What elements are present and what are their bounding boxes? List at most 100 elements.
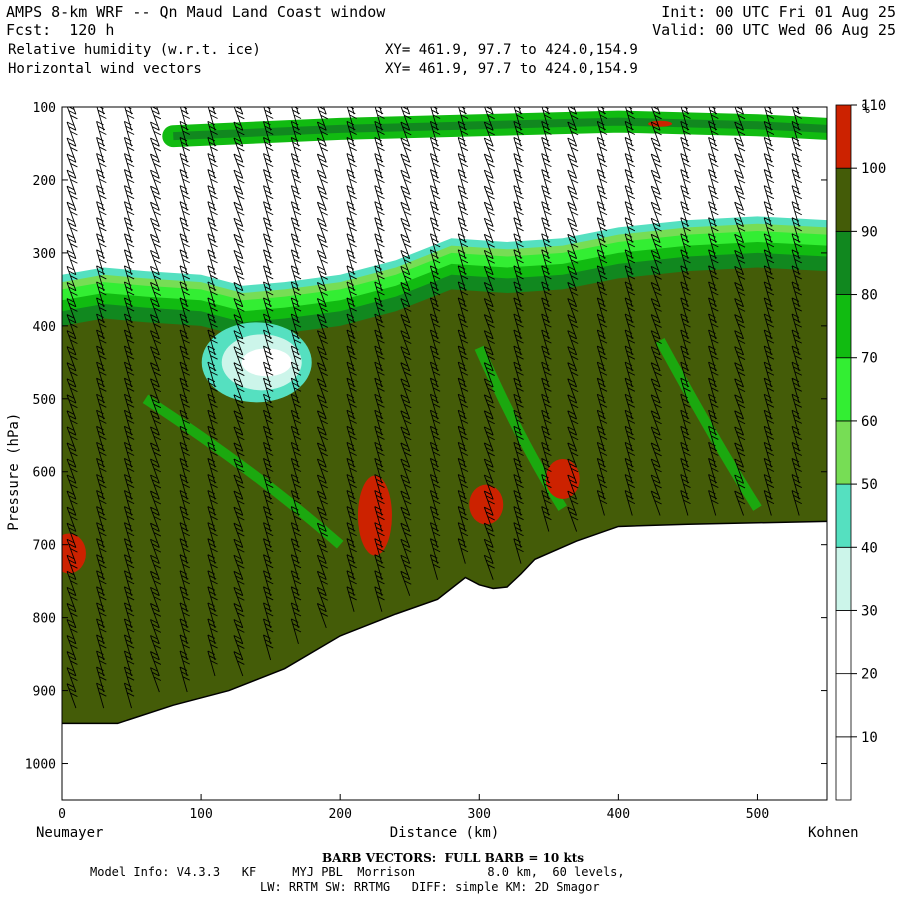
wind-barb [680, 474, 691, 500]
wind-barb [400, 442, 412, 468]
wind-barb [374, 393, 385, 420]
colorbar-swatch [835, 167, 852, 232]
wind-barb [567, 298, 579, 324]
wind-barb [290, 377, 302, 404]
wind-barb [680, 297, 691, 324]
wind-barb [66, 458, 78, 484]
wind-barb [207, 409, 218, 436]
wind-barb [179, 217, 190, 243]
wind-barb [596, 169, 608, 195]
wind-barb [96, 361, 107, 388]
y-tick-label: 1000 [25, 758, 56, 773]
wind-barb [96, 297, 107, 324]
wind-barb [484, 107, 495, 131]
wind-barb [316, 121, 328, 147]
colorbar-swatch [835, 230, 852, 295]
x-tick-label: 100 [189, 807, 212, 822]
wind-barb [123, 474, 135, 500]
wind-barb [483, 554, 495, 580]
wind-barb [150, 378, 162, 404]
wind-barb [316, 603, 328, 628]
colorbar-label: 40 [861, 540, 878, 556]
wind-barb [708, 490, 719, 516]
wind-barb [513, 153, 524, 179]
wind-barb [66, 298, 78, 324]
wind-barb [233, 233, 245, 259]
wind-barb [316, 362, 328, 388]
wind-barb [541, 281, 552, 308]
wind-barb [567, 314, 579, 340]
wind-barb [150, 506, 162, 532]
wind-barb [207, 634, 218, 661]
wind-barb [650, 458, 662, 484]
wind-barb [734, 153, 746, 179]
field-label-rh: Relative humidity (w.r.t. ice) [8, 42, 261, 58]
wind-barb [66, 137, 78, 163]
y-tick-label: 600 [33, 466, 56, 481]
wind-barb [567, 217, 579, 243]
wind-barb [429, 490, 441, 516]
wind-barb [346, 185, 357, 211]
wind-barb [290, 618, 302, 645]
wind-barb [150, 651, 162, 677]
wind-barb [123, 441, 135, 468]
wind-barb [96, 377, 107, 404]
wind-barb [263, 522, 274, 548]
wind-barb [233, 426, 245, 452]
y-tick-label: 100 [33, 101, 56, 116]
wind-barb [66, 667, 78, 693]
wind-barb [429, 217, 441, 243]
wind-barb [290, 345, 302, 372]
wind-barb [123, 634, 135, 661]
wind-barb [374, 361, 385, 388]
colorbar-swatch [835, 610, 852, 675]
wind-barb [541, 153, 552, 179]
wind-barb [150, 426, 162, 452]
wind-barb [233, 554, 245, 580]
wind-barb [179, 169, 190, 195]
wind-barb [791, 377, 802, 404]
wind-barb [708, 425, 719, 452]
wind-barb [179, 425, 190, 452]
wind-barb [123, 570, 135, 596]
wind-barb [374, 554, 385, 580]
wind-barb [179, 650, 190, 677]
wind-barb [346, 329, 357, 356]
wind-barb [66, 201, 78, 227]
wind-barb [207, 490, 218, 516]
wind-barb [123, 377, 135, 404]
wind-barb [791, 490, 802, 516]
wind-barb [123, 506, 135, 532]
wind-barb [346, 217, 357, 243]
wind-barb [708, 121, 719, 147]
wind-barb [123, 233, 135, 259]
wind-barb [596, 490, 608, 516]
wind-barb [400, 506, 412, 532]
wind-barb [123, 217, 135, 243]
wind-barb [483, 410, 495, 436]
wind-barb [66, 185, 78, 211]
wind-barb [207, 618, 218, 645]
wind-barb [567, 506, 579, 532]
wind-barb [346, 522, 357, 548]
wind-barb [290, 538, 302, 564]
wind-barb [150, 330, 162, 356]
wind-barb [680, 185, 691, 211]
wind-barb [290, 137, 302, 163]
wind-barb [650, 346, 662, 372]
wind-barb [596, 361, 608, 388]
wind-barb [263, 201, 274, 227]
wind-barb [290, 201, 302, 227]
wind-barb [179, 393, 190, 420]
wind-barb [513, 185, 524, 211]
wind-barb [624, 297, 636, 324]
wind-barb [374, 233, 385, 259]
wind-barb [96, 233, 107, 259]
colorbar-label: 110 [861, 98, 886, 114]
wind-barb [429, 361, 441, 388]
wind-barb [596, 393, 608, 420]
wind-barb [317, 107, 328, 131]
wind-barb [567, 458, 579, 484]
wind-barb [263, 169, 274, 195]
dry-pocket-core [241, 348, 292, 377]
